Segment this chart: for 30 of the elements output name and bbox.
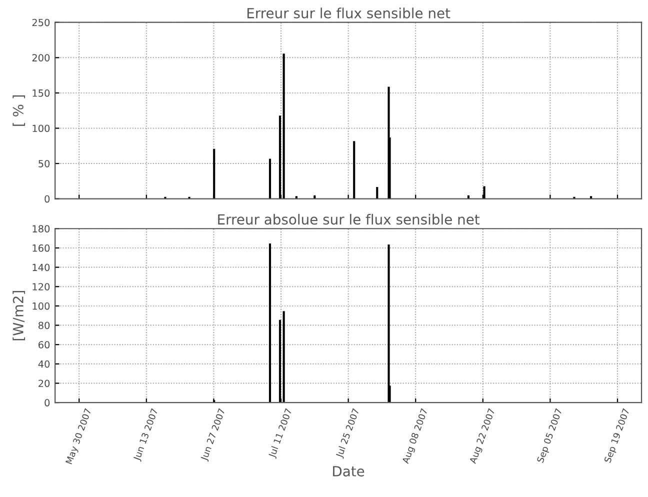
y-tick-label: 0 [44,399,50,406]
x-tick-label: May 30 2007 [65,408,94,465]
y-axis-title: [ % ] [12,95,26,126]
chart-title: Erreur sur le flux sensible net [247,8,450,18]
y-tick-label: 50 [38,160,50,168]
y-tick-label: 0 [44,195,50,203]
y-tick-label: 100 [32,124,50,132]
x-tick-label: Jun 27 2007 [200,408,227,462]
x-tick-label: Aug 08 2007 [402,408,430,465]
y-tick-label: 250 [32,18,50,26]
x-axis-title: Date [333,466,364,476]
x-tick-label: Aug 22 2007 [469,408,497,465]
y-tick-label: 140 [32,264,50,272]
y-tick-label: 200 [32,54,50,62]
x-tick-label: Jul 11 2007 [268,408,294,459]
y-tick-label: 80 [38,322,50,330]
y-tick-label: 40 [38,360,50,368]
x-tick-label: Sep 19 2007 [604,408,632,464]
y-tick-label: 180 [32,225,50,232]
x-tick-label: Sep 05 2007 [536,408,564,464]
y-axis-title: [W/m2] [12,290,26,340]
y-tick-label: 150 [32,89,50,97]
y-tick-label: 120 [32,283,50,290]
x-tick-label: Jul 25 2007 [335,408,361,459]
chart-title: Erreur absolue sur le flux sensible net [218,214,480,225]
y-tick-label: 160 [32,244,50,252]
y-tick-label: 60 [38,341,50,348]
x-tick-label: Jun 13 2007 [133,408,160,462]
y-tick-label: 100 [32,302,50,310]
y-tick-label: 20 [38,380,50,388]
